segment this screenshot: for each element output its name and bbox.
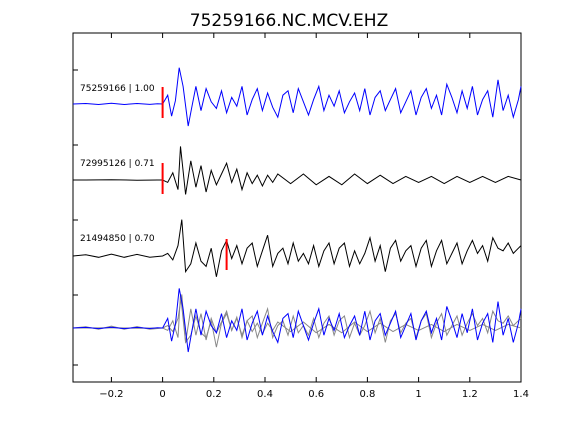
x-tick-label: −0.2: [99, 389, 123, 400]
trace-2-label: 72995126 | 0.71: [80, 159, 155, 169]
trace-1-label: 75259166 | 1.00: [80, 84, 155, 94]
x-tick-label: 1.2: [462, 389, 478, 400]
x-tick-label: 0.4: [257, 389, 273, 400]
overlay-trace-1: [72, 288, 522, 353]
x-axis-ticks: [110, 33, 522, 382]
chart-title: 75259166.NC.MCV.EHZ: [190, 11, 388, 31]
x-axis-tick-labels: −0.2 0 0.2 0.4 0.6 0.8 1 1.2 1.4: [99, 389, 529, 400]
x-tick-label: 0.2: [206, 389, 222, 400]
overlay-trace-2: [73, 294, 522, 343]
overlay-stack: [72, 288, 522, 353]
trace-3-label: 21494850 | 0.70: [80, 234, 155, 244]
trace-1-line: [72, 67, 522, 127]
left-ticks: [73, 69, 78, 366]
x-tick-label: 1: [415, 389, 421, 400]
x-tick-label: 0.8: [359, 389, 375, 400]
x-tick-label: 1.4: [513, 389, 529, 400]
x-tick-label: 0: [159, 389, 165, 400]
traces: 75259166 | 1.00 72995126 | 0.71 21494850 |…: [72, 67, 522, 277]
trace-2-line: [73, 146, 522, 195]
x-tick-label: 0.6: [308, 389, 324, 400]
trace-3-line: [72, 219, 522, 277]
plot-frame: [72, 32, 522, 383]
